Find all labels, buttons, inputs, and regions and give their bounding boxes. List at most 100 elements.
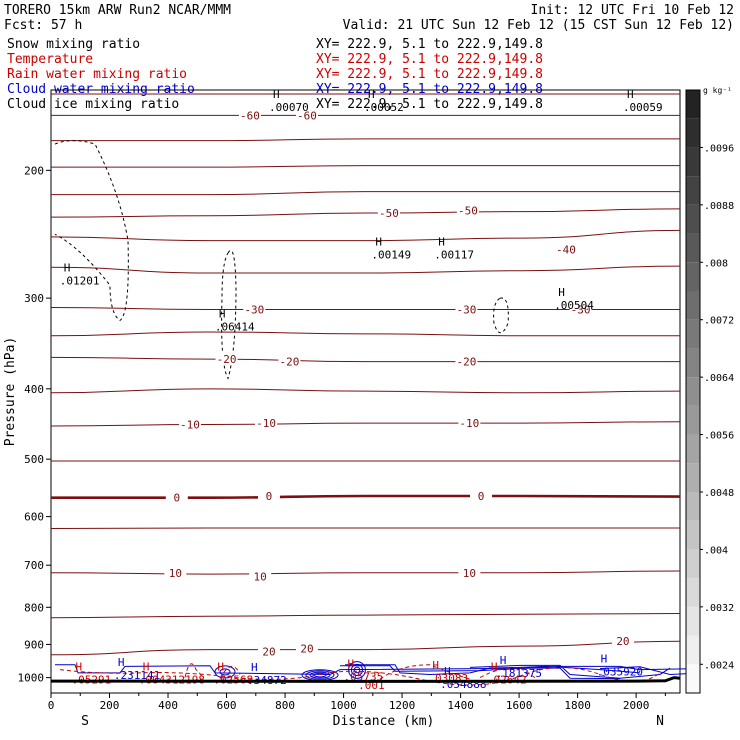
maximum-value: .035920 [597, 666, 643, 679]
maximum-value: .00052 [364, 101, 404, 114]
field-name: Rain water mixing ratio [7, 67, 187, 82]
field-xy: XY= 222.9, 5.1 to 222.9,149.8 [316, 52, 543, 67]
header-init: Init: 12 UTC Fri 10 Feb 12 [531, 3, 735, 18]
colorbar-tick-label: .004 [704, 545, 728, 556]
temperature-label-bg [377, 206, 400, 220]
colorbar-segment [686, 348, 700, 378]
maximum-value: .00149 [371, 248, 411, 261]
y-axis: 200 300 400 500 600 700 800 900 1000 [18, 164, 51, 685]
field-xy: XY= 222.9, 5.1 to 222.9,149.8 [316, 67, 543, 82]
isotherm--35 [50, 265, 681, 274]
x-tick-label: 0 [48, 699, 55, 712]
temperature-label-bg [458, 565, 481, 579]
isotherm--50 [51, 191, 680, 196]
temperature-label-bg [243, 302, 266, 316]
maximum-marker: H [368, 88, 375, 101]
y-tick-label: 1000 [18, 672, 45, 685]
maximum-marker: H [558, 286, 565, 299]
temperature-label-bg [215, 352, 238, 366]
maximum-value: .00059 [623, 101, 663, 114]
x-tick-label: 1400 [447, 699, 474, 712]
temperature-label: -40 [556, 243, 576, 256]
colorbar-segment [686, 549, 700, 579]
maximum-marker: H [251, 661, 258, 674]
colorbar-segment [686, 434, 700, 464]
colorbar-segment [686, 463, 700, 492]
maximum-value: .181375 [496, 667, 542, 680]
colorbar-tick-label: .0056 [704, 431, 734, 442]
x-tick-label: 400 [158, 699, 178, 712]
y-axis-label: Pressure (hPa) [3, 337, 18, 447]
maximum-value: .00504 [554, 299, 594, 312]
x-axis-label: Distance (km) [333, 714, 435, 729]
temperature-label: 20 [300, 643, 313, 656]
temperature-label: 10 [463, 567, 476, 580]
y-tick-label: 800 [24, 601, 44, 614]
colorbar-segment [686, 492, 700, 521]
temperature-label: -20 [456, 356, 476, 369]
rain-contour [59, 667, 661, 686]
y-tick-label: 600 [24, 511, 44, 524]
temperature-isotherms [50, 93, 681, 656]
temperature-label: -60 [240, 109, 260, 122]
colorbar-segment [686, 233, 700, 263]
maximum-value: .00117 [434, 248, 474, 261]
colorbar-tick-label: .0032 [704, 603, 734, 614]
maximum-marker: H [348, 657, 355, 670]
colorbar: .0024 .0032 .004 .0048 .0056 .0064 .0072 .008 .0… [685, 86, 734, 694]
maximum-marker: H [219, 307, 226, 320]
x-tick-label: 1000 [330, 699, 357, 712]
temperature-label-bg [249, 569, 272, 583]
field-name: Cloud ice mixing ratio [7, 97, 179, 112]
temperature-label: -50 [379, 207, 399, 220]
maximum-marker: H [273, 88, 280, 101]
colorbar-tick-label: .0048 [704, 488, 734, 499]
colorbar-tick-label: .0072 [704, 316, 734, 327]
isotherm-20 [50, 640, 681, 656]
cloud-water-contour [469, 664, 671, 679]
temperature-label: 20 [616, 635, 629, 648]
colorbar-segment [686, 204, 700, 234]
isotherm--20 [50, 356, 680, 363]
y-tick-label: 200 [24, 164, 44, 177]
header-model: TORERO 15km ARW Run2 NCAR/MMM [4, 3, 231, 18]
rain-contour [184, 663, 203, 680]
maximum-marker: H [375, 235, 382, 248]
maximum-marker: H [217, 660, 224, 673]
maximum-marker: H [601, 653, 608, 666]
maximum-value: .00070 [269, 101, 309, 114]
temperature-label-bg [458, 416, 481, 430]
x-tick-label: 2000 [623, 699, 650, 712]
maximum-value: .231141 [114, 669, 160, 682]
maximum-marker: H [118, 656, 125, 669]
isotherm--45 [50, 208, 681, 218]
temperature-label-bg [295, 108, 318, 122]
isotherm--40 [50, 229, 681, 242]
x-tick-label: 1800 [564, 699, 591, 712]
temperature-label: 10 [169, 567, 182, 580]
cloud-water-core [305, 670, 335, 680]
temperature-label: -60 [297, 109, 317, 122]
field-name: Temperature [7, 52, 93, 67]
temperature-label-bg [295, 641, 318, 655]
y-tick-label: 500 [24, 453, 44, 466]
temperature-label-bg [470, 488, 493, 502]
temperature-label: -30 [456, 303, 476, 316]
temperature-label: 10 [254, 570, 267, 583]
colorbar-segment [686, 319, 700, 349]
colorbar-segment [686, 147, 700, 177]
maximum-marker: H [143, 660, 150, 673]
maximum-value: .01201 [60, 274, 100, 287]
colorbar-tick-label: .008 [704, 258, 728, 269]
temperature-label: 0 [266, 490, 273, 503]
temperature-label-bg [569, 302, 592, 316]
x-tick-label: 200 [100, 699, 120, 712]
colorbar-segment [686, 118, 700, 148]
isotherm-15 [50, 613, 681, 619]
isotherm-10 [50, 570, 681, 575]
field-xy: XY= 222.9, 5.1 to 222.9,149.8 [316, 37, 543, 52]
rain-contour [379, 664, 471, 680]
colorbar-segment [686, 90, 700, 119]
maximum-marker: H [491, 660, 498, 673]
cloud-water-core [350, 663, 364, 677]
